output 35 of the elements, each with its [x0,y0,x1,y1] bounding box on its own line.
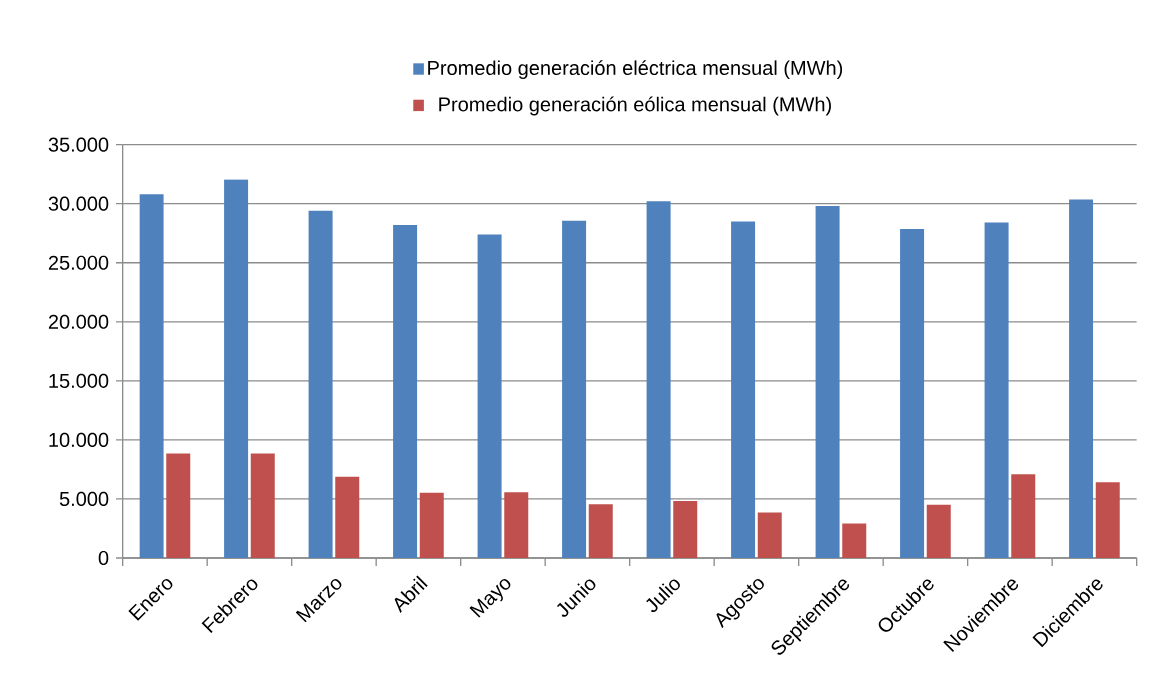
legend-label: Promedio generación eléctrica mensual (MWh) [428,60,843,80]
bar [1011,474,1036,558]
y-tick-label: 0 [98,550,109,566]
bar [419,492,444,558]
bar [673,501,698,558]
bar [308,210,333,558]
bar [1095,482,1120,558]
y-tick-label: 15.000 [49,373,109,388]
legend-label: Promedio generación eólica mensual (MWh) [439,96,831,116]
y-tick-label: 20.000 [48,314,109,329]
bar [562,220,587,558]
bar [224,179,249,558]
bar [842,523,867,558]
y-tick-label: 10.000 [49,432,109,447]
bar [477,234,502,558]
bar [166,453,191,558]
bar [139,194,164,558]
bar [815,206,840,558]
bar [646,201,671,558]
bar [504,492,529,558]
x-tick-label: Julio [646,579,680,613]
bar [731,221,756,558]
bar [1069,199,1094,558]
y-tick-label: 5.000 [59,491,109,507]
bar [926,504,951,558]
y-tick-label: 35.000 [48,137,109,152]
bar [588,504,613,558]
bar [757,512,782,558]
bar [900,229,925,558]
y-tick-label: 30.000 [48,196,109,211]
bar [393,224,418,558]
bar [335,476,360,558]
y-tick-label: 25.000 [48,255,109,270]
bar [984,222,1009,558]
bar [250,453,275,558]
